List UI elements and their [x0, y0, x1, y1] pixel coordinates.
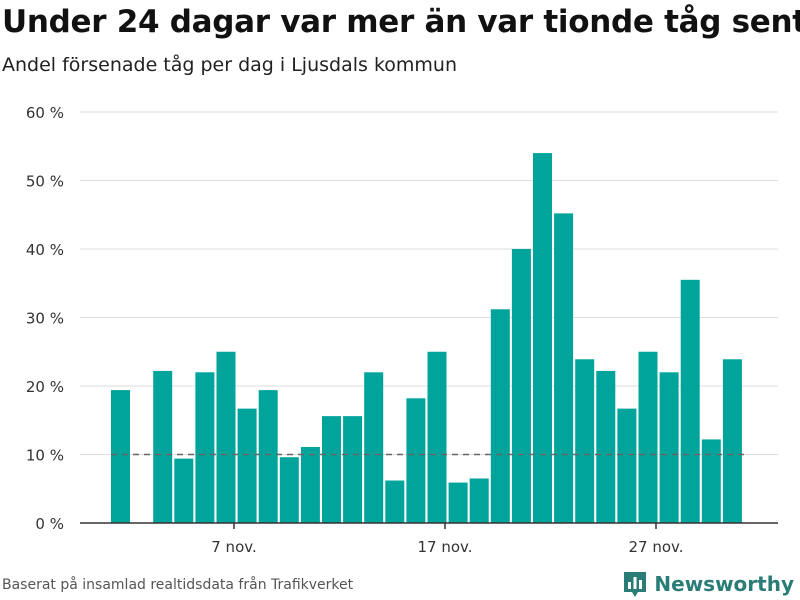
bar-chart-icon — [624, 572, 647, 597]
y-tick-label: 40 % — [26, 241, 64, 259]
bar — [174, 458, 194, 523]
bar — [216, 351, 236, 523]
y-tick-label: 30 % — [26, 310, 64, 328]
y-axis-ticks: 0 % 10 % 20 % 30 % 40 % 50 % 60 % — [26, 104, 64, 533]
bar — [385, 480, 405, 523]
bar — [575, 359, 595, 523]
bar — [364, 372, 384, 523]
bar — [343, 416, 363, 523]
bar — [511, 249, 531, 523]
bar — [195, 372, 215, 523]
y-tick-label: 20 % — [26, 378, 64, 396]
y-tick-label: 10 % — [26, 447, 64, 465]
chart-subtitle: Andel försenade tåg per dag i Ljusdals k… — [2, 54, 457, 76]
y-tick-label: 50 % — [26, 173, 64, 191]
bar — [153, 370, 173, 523]
source-note: Baserat på insamlad realtidsdata från Tr… — [2, 577, 354, 593]
x-tick-label: 7 nov. — [211, 538, 256, 556]
y-tick-label: 0 % — [35, 515, 64, 533]
brand-name: Newsworthy — [654, 572, 794, 596]
bar — [490, 309, 510, 523]
bar — [237, 408, 257, 523]
bar — [469, 478, 489, 523]
bars — [111, 153, 742, 523]
bar — [596, 370, 616, 523]
x-tick-label: 17 nov. — [417, 538, 472, 556]
bar — [300, 446, 320, 523]
bar — [448, 482, 468, 523]
chart-title: Under 24 dagar var mer än var tionde tåg… — [2, 4, 800, 40]
bar — [322, 416, 341, 523]
bar — [258, 390, 278, 523]
bar — [617, 408, 637, 523]
x-axis-ticks: 7 nov. 17 nov. 27 nov. — [211, 523, 684, 556]
bar — [680, 279, 700, 523]
bar — [427, 351, 447, 523]
bar — [722, 359, 742, 523]
brand-logo: Newsworthy — [622, 570, 794, 598]
bar — [701, 439, 721, 523]
bar — [638, 351, 658, 523]
bar — [279, 457, 299, 523]
bar — [111, 390, 130, 523]
bar — [533, 153, 552, 523]
bar — [659, 372, 679, 523]
bar — [406, 398, 426, 523]
y-tick-label: 60 % — [26, 104, 64, 122]
x-tick-label: 27 nov. — [628, 538, 683, 556]
bar — [554, 213, 574, 523]
